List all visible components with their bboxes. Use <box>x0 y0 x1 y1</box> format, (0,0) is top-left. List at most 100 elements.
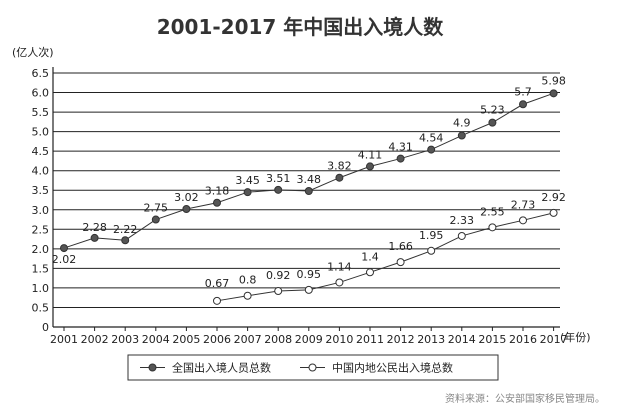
data-label: 1.14 <box>327 260 352 273</box>
x-tick-label: 2006 <box>203 333 231 346</box>
x-tick-labels: 2001 2002 2003 2004 2005 2006 2007 2008 2009 2010… <box>50 333 568 346</box>
x-tick-label: 2008 <box>264 333 292 346</box>
data-point <box>366 268 374 277</box>
y-tick-label: 6.5 <box>32 67 50 80</box>
data-point <box>427 246 436 255</box>
data-point <box>488 118 497 127</box>
data-label: 1.95 <box>419 229 444 242</box>
x-tick-label: 2005 <box>172 333 200 346</box>
x-tick-label: 2012 <box>387 333 415 346</box>
y-tick-label: 3.5 <box>32 184 50 197</box>
data-label: 3.02 <box>174 191 199 204</box>
y-tick-label: 4.0 <box>32 165 50 178</box>
y-tick-label: 3.0 <box>32 204 50 217</box>
data-point <box>335 173 344 182</box>
legend-marker-series-1 <box>148 363 157 372</box>
data-label: 4.11 <box>358 148 383 161</box>
data-point <box>396 154 405 163</box>
data-point <box>213 198 221 207</box>
data-label: 0.92 <box>266 269 291 282</box>
data-label: 4.54 <box>419 132 444 145</box>
data-label: 0.8 <box>239 274 257 287</box>
axes <box>52 67 560 331</box>
data-label: 3.51 <box>266 172 291 185</box>
y-axis-label: (亿人次) <box>12 45 54 59</box>
data-point <box>549 208 558 217</box>
y-tick-label: 1.0 <box>32 282 50 295</box>
x-tick-label: 2014 <box>448 333 476 346</box>
data-label: 2.22 <box>113 223 138 236</box>
y-tick-labels: 0 0.5 1.0 1.5 2.0 2.5 3.0 3.5 4.0 4.5 5.0 5.5 6.0 6.5 <box>32 67 50 334</box>
x-tick-label: 2016 <box>509 333 537 346</box>
data-label: 5.98 <box>541 74 566 87</box>
y-tick-label: 2.5 <box>32 223 50 236</box>
y-tick-label: 6.0 <box>32 87 50 100</box>
data-label: 1.4 <box>361 250 379 263</box>
x-tick-label: 2007 <box>234 333 262 346</box>
y-tick-label: 1.5 <box>32 262 50 275</box>
x-tick-label: 2013 <box>417 333 445 346</box>
data-point <box>60 244 68 253</box>
data-point <box>182 204 191 213</box>
x-tick-label: 2015 <box>478 333 506 346</box>
x-tick-label: 2003 <box>111 333 139 346</box>
data-label: 3.48 <box>297 173 322 186</box>
y-tick-label: 2.0 <box>32 243 50 256</box>
data-point <box>335 278 344 287</box>
data-label: 4.9 <box>453 117 471 130</box>
x-tick-label: 2002 <box>81 333 109 346</box>
data-labels: 2.02 2.28 2.22 2.75 3.02 3.18 3.45 3.51 3.48 3.82… <box>52 74 566 289</box>
grid-lines <box>53 72 560 308</box>
data-point <box>151 215 160 224</box>
data-point <box>396 258 405 267</box>
data-point <box>304 187 313 196</box>
data-point <box>519 100 527 109</box>
data-label: 3.45 <box>235 174 260 187</box>
data-point <box>304 285 313 294</box>
data-point <box>457 231 466 240</box>
data-point <box>488 223 497 232</box>
data-point <box>427 145 436 154</box>
x-tick-label: 2017 <box>540 333 568 346</box>
data-label: 3.82 <box>327 160 352 173</box>
legend-label-series-2: 中国内地公民出入境总数 <box>332 361 453 375</box>
data-label: 2.73 <box>511 198 536 211</box>
y-tick-label: 0.5 <box>32 301 50 314</box>
data-label: 2.75 <box>144 202 169 215</box>
data-point <box>243 291 252 300</box>
data-label: 2.02 <box>52 253 77 266</box>
y-tick-label: 5.0 <box>32 126 50 139</box>
data-point <box>457 131 466 140</box>
data-label: 0.95 <box>297 268 322 281</box>
chart-title: 2001-2017 年中国出入境人数 <box>157 15 445 39</box>
x-tick-label: 2010 <box>325 333 353 346</box>
data-label: 4.31 <box>388 141 413 154</box>
data-label: 2.55 <box>480 205 505 218</box>
data-label: 5.23 <box>480 104 505 117</box>
data-point <box>121 236 130 245</box>
data-point <box>274 185 283 194</box>
series-group <box>60 89 558 305</box>
data-label: 2.33 <box>450 214 475 227</box>
data-point <box>213 296 221 305</box>
x-axis-label: (年份) <box>560 330 591 344</box>
legend: 全国出入境人员总数 中国内地公民出入境总数 <box>127 354 499 381</box>
y-tick-label: 5.5 <box>32 106 50 119</box>
data-label: 2.92 <box>541 191 566 204</box>
series-line-2 <box>216 212 554 302</box>
x-tick-label: 2004 <box>142 333 170 346</box>
data-label: 5.7 <box>514 85 532 98</box>
x-tick-label: 2009 <box>295 333 323 346</box>
x-tick-label: 2001 <box>50 333 78 346</box>
x-tick-label: 2011 <box>356 333 384 346</box>
data-point <box>549 89 558 98</box>
source-note: 资料来源：公安部国家移民管理局。 <box>445 392 605 405</box>
data-point <box>366 162 374 171</box>
data-point <box>243 188 252 197</box>
data-label: 3.18 <box>205 185 230 198</box>
data-point <box>90 233 99 242</box>
data-label: 1.66 <box>388 240 413 253</box>
y-tick-label: 0 <box>42 321 49 334</box>
data-label: 0.67 <box>205 277 230 290</box>
